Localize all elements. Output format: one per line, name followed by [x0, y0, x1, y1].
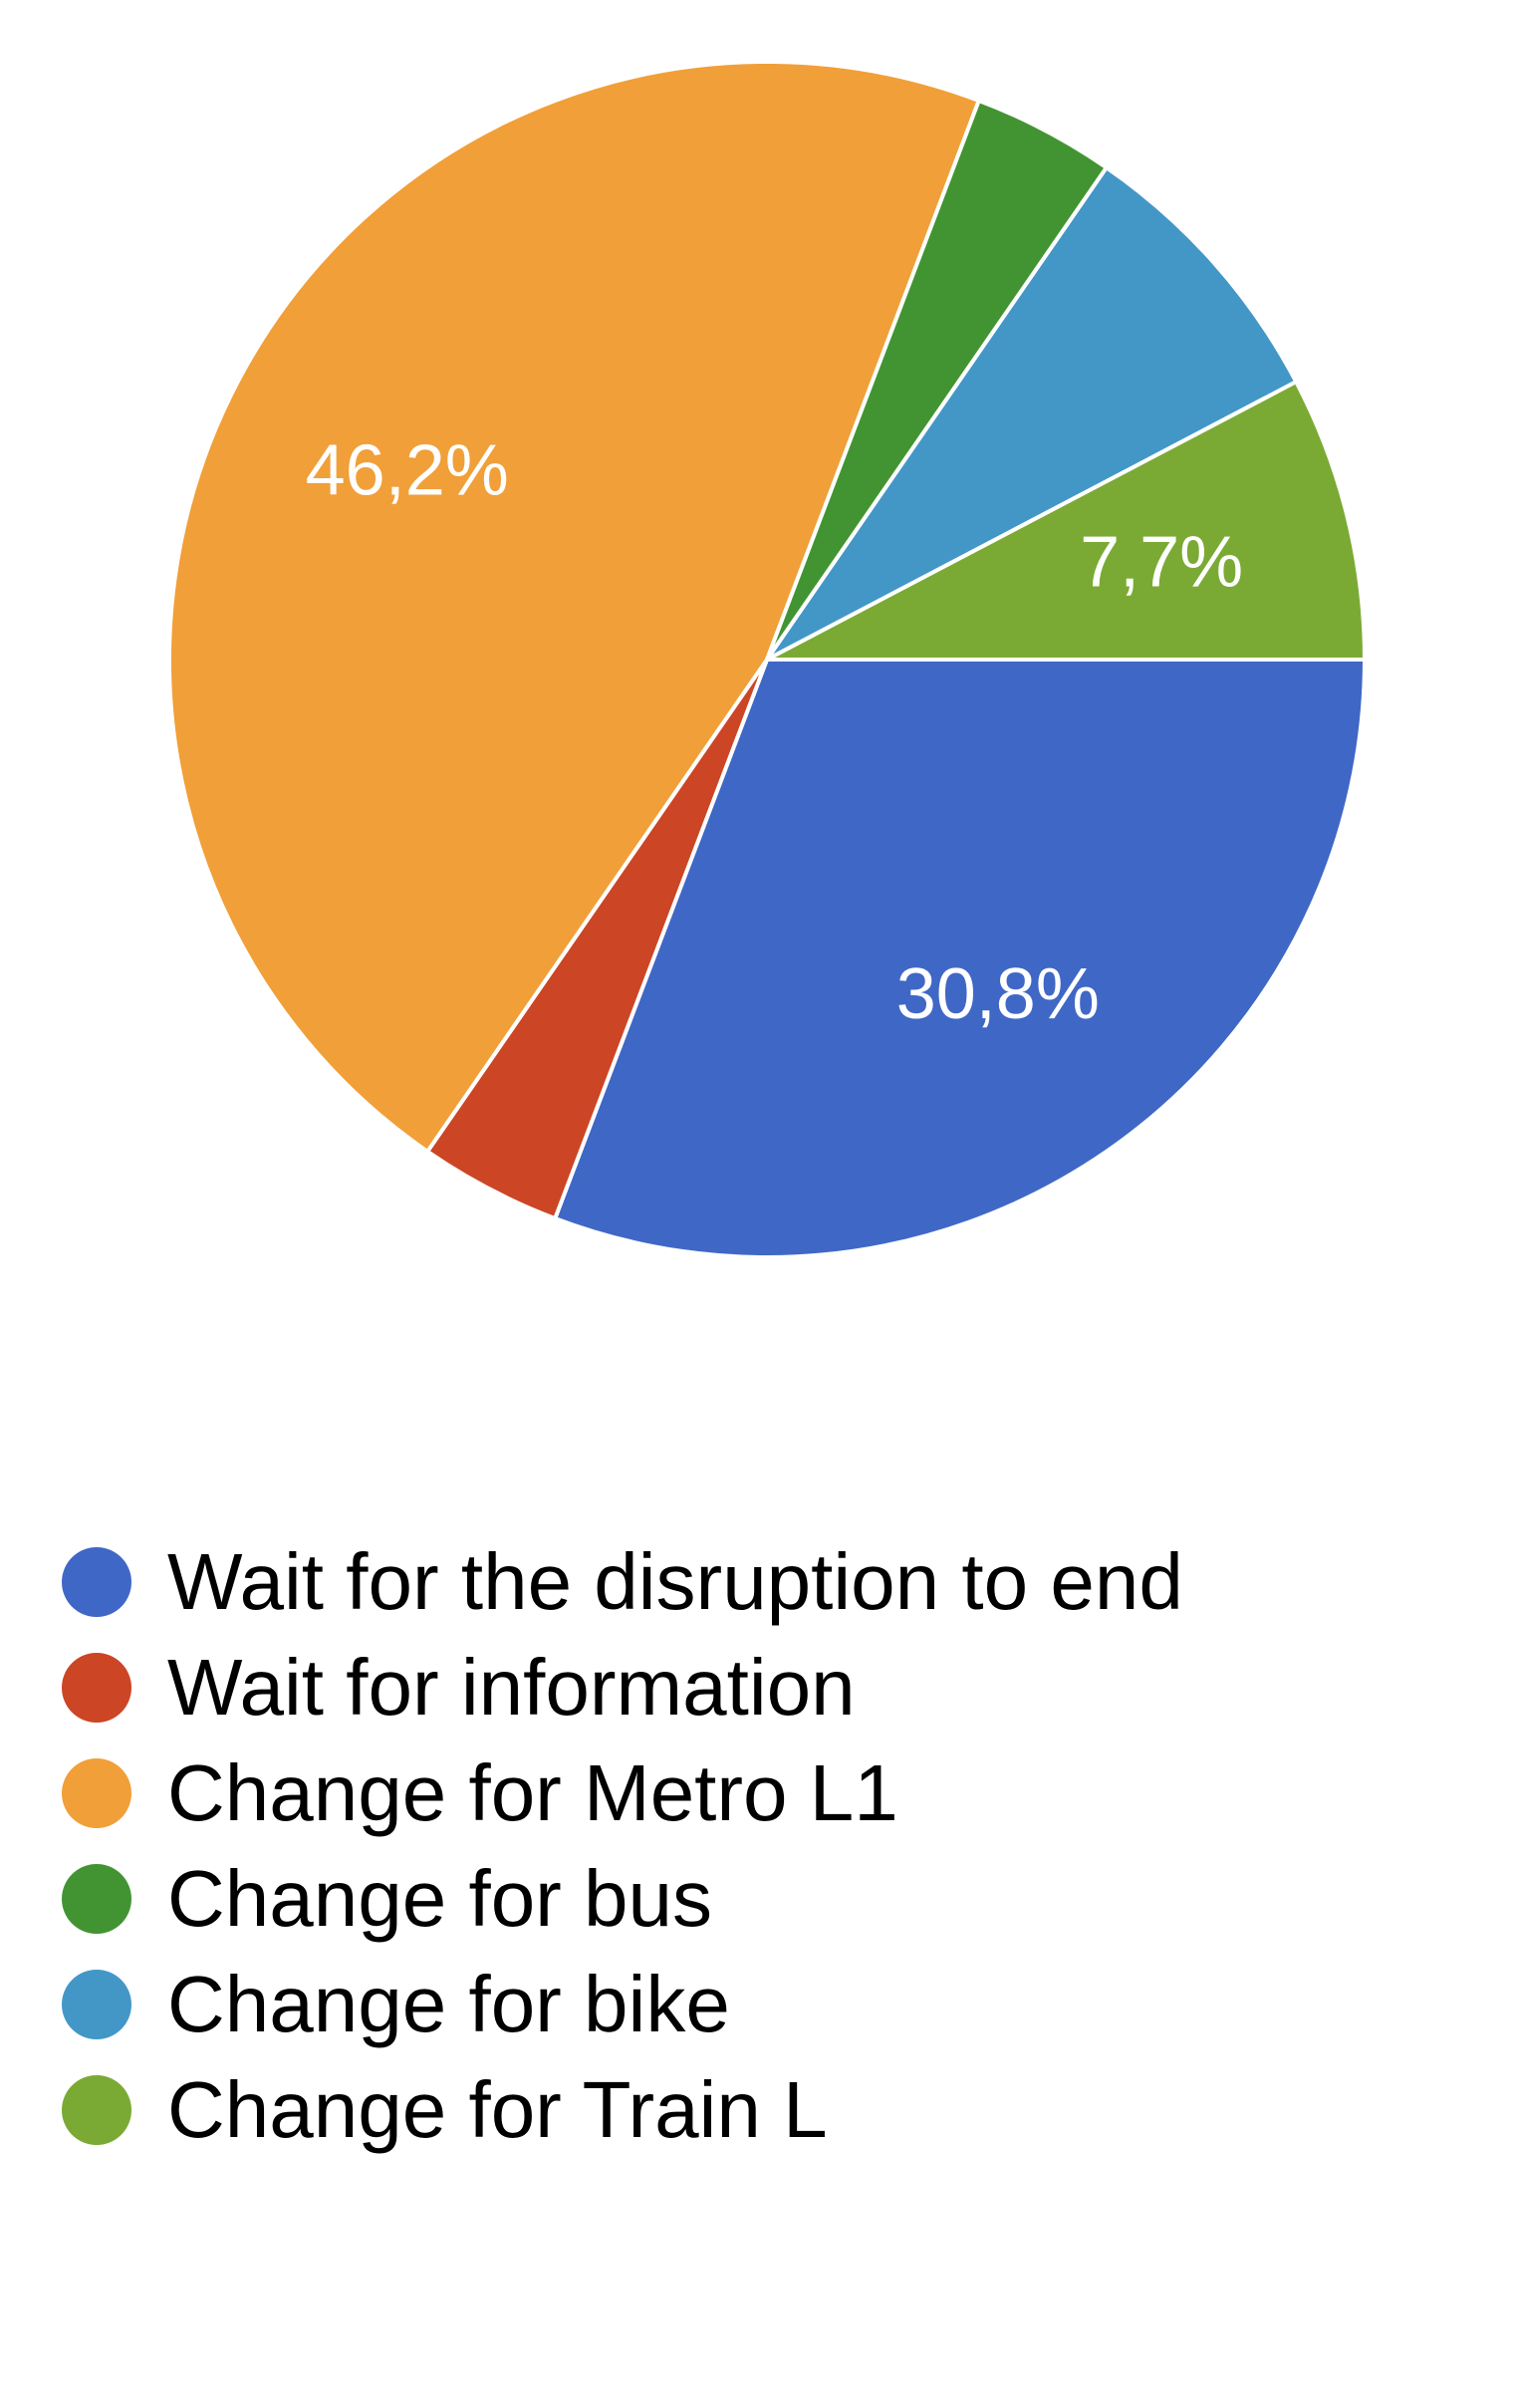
pie-slice-change-for-bike[interactable] — [765, 165, 1299, 662]
pie-slice-wait-for-the-disruption-to-end[interactable] — [553, 658, 1367, 1259]
slice-data-label: 30,8% — [896, 954, 1100, 1034]
legend-item[interactable]: Change for Train L — [62, 2057, 1183, 2163]
legend-swatch — [62, 1864, 131, 1934]
legend-swatch — [62, 1547, 131, 1617]
legend-item[interactable]: Change for bike — [62, 1952, 1183, 2057]
legend-swatch — [62, 1653, 131, 1723]
legend-label: Change for bus — [167, 1854, 713, 1943]
legend-item[interactable]: Change for Metro L1 — [62, 1740, 1183, 1846]
pie-svg: 30,8% 46,2% 7,7% — [167, 60, 1367, 1259]
legend-item[interactable]: Change for bus — [62, 1846, 1183, 1952]
pie-slice-change-for-metro-l1[interactable] — [167, 60, 981, 1154]
legend-item[interactable]: Wait for information — [62, 1635, 1183, 1740]
legend-label: Change for Train L — [167, 2065, 828, 2154]
legend-label: Change for Metro L1 — [167, 1748, 898, 1837]
slice-data-label: 7,7% — [1080, 522, 1243, 602]
legend-item[interactable]: Wait for the disruption to end — [62, 1529, 1183, 1635]
pie-slices — [167, 60, 1367, 1259]
legend-label: Change for bike — [167, 1960, 730, 2048]
pie-chart: 30,8% 46,2% 7,7% — [167, 60, 1367, 1259]
legend-swatch — [62, 1970, 131, 2039]
legend-label: Wait for information — [167, 1643, 856, 1732]
legend-label: Wait for the disruption to end — [167, 1537, 1183, 1626]
pie-slice-change-for-train-l[interactable] — [765, 380, 1367, 662]
legend-swatch — [62, 1758, 131, 1828]
legend-swatch — [62, 2075, 131, 2145]
legend: Wait for the disruption to end Wait for … — [62, 1529, 1183, 2163]
slice-data-label: 46,2% — [306, 430, 509, 510]
pie-slice-labels: 30,8% 46,2% 7,7% — [306, 430, 1244, 1033]
